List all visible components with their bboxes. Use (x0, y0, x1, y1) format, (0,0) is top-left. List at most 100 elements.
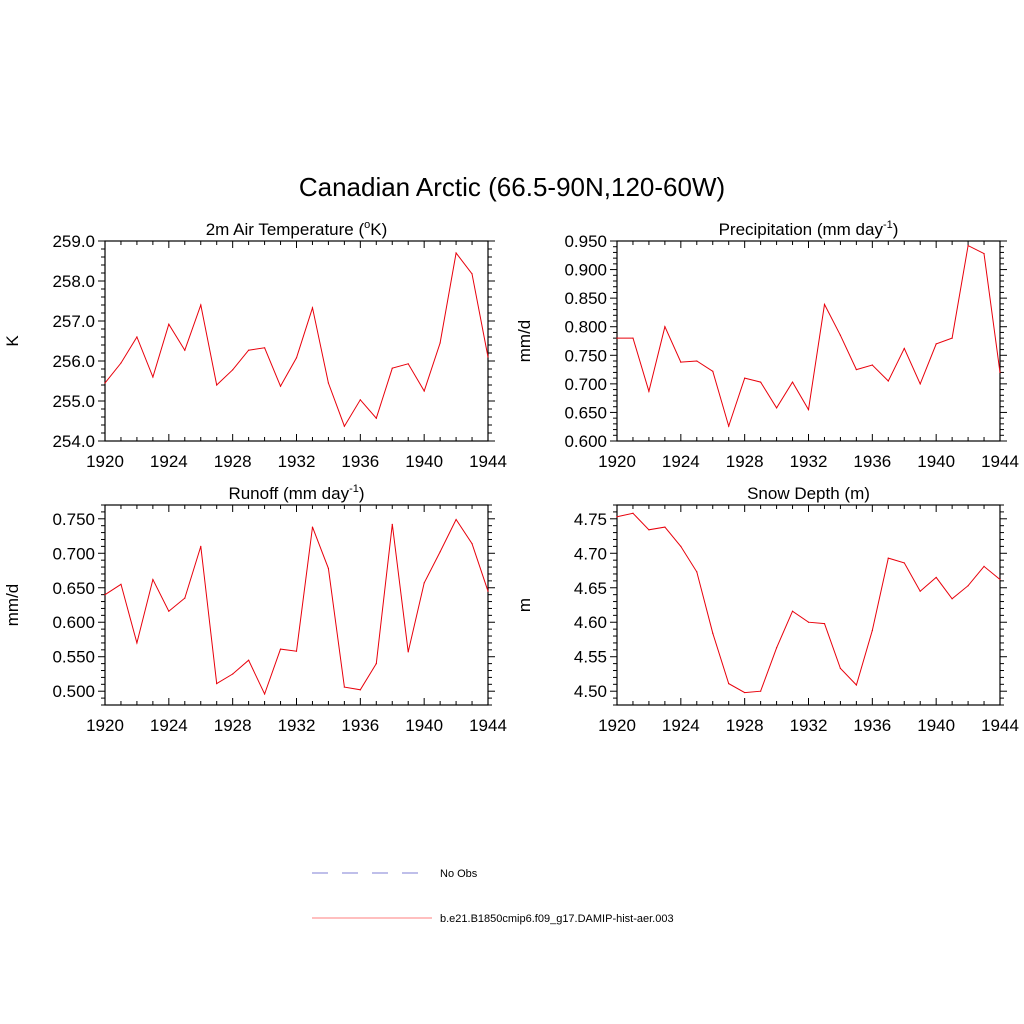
x-tick-label: 1944 (981, 716, 1019, 735)
x-tick-label: 1932 (790, 716, 828, 735)
data-point (263, 347, 266, 349)
x-tick-label: 1936 (853, 716, 891, 735)
x-tick-label: 1936 (853, 452, 891, 471)
data-point (311, 307, 314, 309)
x-tick-label: 1940 (405, 716, 443, 735)
y-tick-label: 0.600 (52, 613, 95, 632)
series-line (616, 512, 1001, 694)
data-point (839, 334, 842, 336)
data-point (775, 647, 778, 649)
data-point (999, 578, 1001, 581)
panel-title-tail: K) (370, 220, 387, 239)
x-tick-label: 1928 (726, 452, 764, 471)
data-point (391, 523, 393, 525)
data-point (680, 361, 682, 363)
y-tick-label: 4.60 (574, 613, 607, 632)
data-point (439, 551, 441, 553)
plot-frame (616, 240, 1001, 442)
x-tick-label: 1932 (790, 452, 828, 471)
panel-title-main: 2m Air Temperature ( (206, 220, 365, 239)
data-point (983, 252, 985, 255)
data-point (664, 326, 666, 328)
x-tick-label: 1944 (469, 452, 507, 471)
data-point (648, 390, 650, 392)
data-point (120, 583, 122, 585)
y-tick-label: 0.500 (52, 682, 95, 701)
x-tick-label: 1920 (598, 716, 636, 735)
data-point (632, 337, 634, 339)
x-tick-label: 1924 (150, 452, 188, 471)
panel-title-sup: -1 (349, 483, 359, 495)
data-point (184, 597, 186, 599)
x-tick-label: 1944 (981, 452, 1019, 471)
data-point (471, 543, 473, 545)
data-point (728, 683, 730, 685)
plot-frame (104, 504, 489, 706)
data-point (871, 364, 873, 366)
x-tick-label: 1928 (214, 452, 252, 471)
data-point (807, 408, 810, 411)
data-point (104, 382, 106, 384)
data-point (407, 651, 409, 653)
data-point (263, 693, 266, 695)
data-point (375, 663, 377, 665)
data-point (839, 667, 842, 670)
data-point (807, 621, 810, 623)
data-point (712, 632, 714, 634)
data-point (455, 252, 457, 254)
series-line (104, 518, 489, 696)
panel-title: Precipitation (mm day-1) (719, 219, 899, 239)
panel-2: 1920 1924 1928 1932 1936 1940 1944 0.600 0.650 0.… (515, 219, 1019, 471)
y-tick-label: 259.0 (52, 232, 95, 251)
data-point (279, 648, 282, 650)
panel-title-sup: o (364, 219, 370, 231)
series-line (617, 244, 1001, 428)
legend-model-label: b.e21.B1850cmip6.f09_g17.DAMIP-hist-aer.… (440, 913, 674, 925)
data-point (951, 598, 953, 600)
panel-3: 1920 1924 1928 1932 1936 1940 1944 0.500 0.550 0.… (3, 483, 507, 735)
data-point (728, 425, 730, 427)
data-point (871, 629, 873, 632)
data-point (887, 557, 889, 559)
x-tick-label: 1924 (662, 452, 700, 471)
panel-title: Snow Depth (m) (747, 484, 870, 503)
data-point (168, 610, 170, 612)
data-point (232, 369, 234, 371)
data-point (295, 650, 298, 652)
data-point (632, 512, 634, 514)
data-point (120, 362, 122, 364)
data-point (696, 360, 698, 362)
x-tick-label: 1936 (341, 452, 379, 471)
y-tick-label: 0.550 (52, 648, 95, 667)
data-point (616, 337, 618, 339)
x-tick-label: 1928 (214, 716, 252, 735)
data-point (248, 659, 250, 661)
data-point (887, 380, 889, 382)
y-tick-label: 0.700 (564, 375, 607, 394)
panel-title: Runoff (mm day-1) (228, 483, 364, 503)
y-axis-label: K (3, 335, 22, 347)
plot-frame (104, 240, 489, 442)
data-point (744, 691, 746, 694)
data-point (823, 623, 826, 625)
data-point (311, 526, 314, 528)
data-point (935, 576, 937, 579)
x-tick-label: 1940 (917, 716, 955, 735)
data-point (248, 349, 250, 351)
data-point (104, 594, 106, 596)
data-point (359, 399, 361, 401)
x-tick-label: 1924 (150, 716, 188, 735)
data-point (903, 347, 905, 350)
x-tick-label: 1940 (405, 452, 443, 471)
data-point (423, 582, 425, 584)
y-tick-label: 0.650 (564, 403, 607, 422)
data-point (616, 516, 618, 518)
y-axis-label: mm/d (3, 584, 22, 627)
data-point (375, 417, 377, 419)
panel-title-main: Precipitation (mm day (719, 220, 884, 239)
y-tick-label: 4.50 (574, 682, 607, 701)
data-point (919, 590, 921, 592)
data-point (152, 578, 154, 581)
data-point (487, 590, 489, 592)
